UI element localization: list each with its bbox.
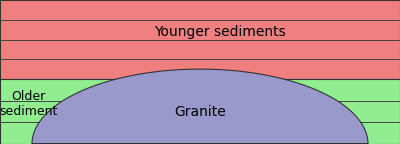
Text: Granite: Granite (174, 105, 226, 119)
Polygon shape (32, 69, 368, 144)
Text: Older
sediment: Older sediment (0, 90, 57, 118)
Bar (0, 79, 400, 144)
Bar (0, 0, 400, 79)
Text: Younger sediments: Younger sediments (154, 25, 286, 39)
